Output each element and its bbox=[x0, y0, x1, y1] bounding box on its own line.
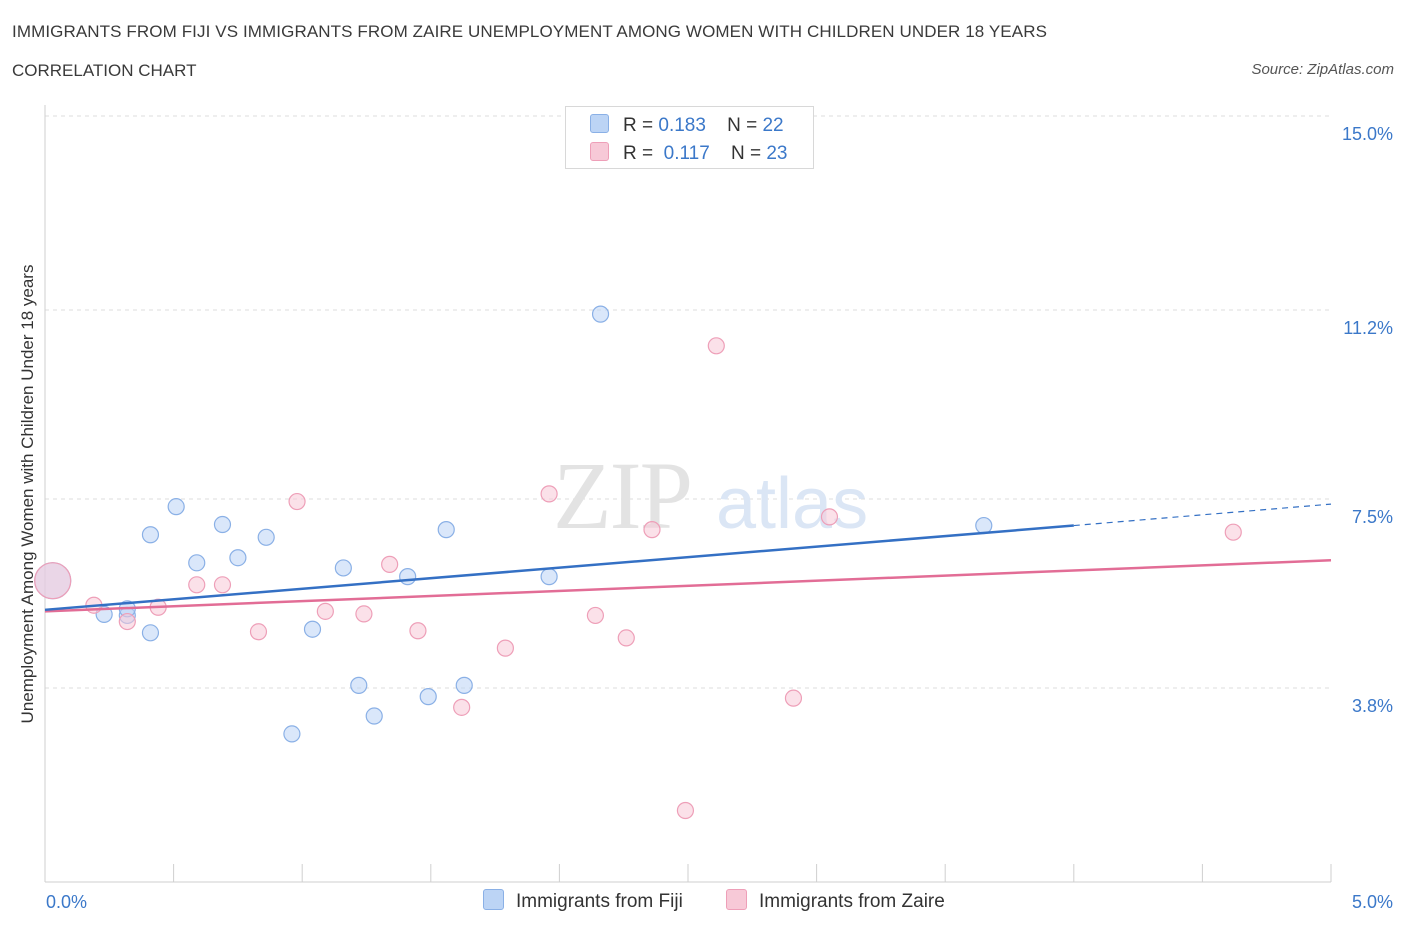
source-credit: Source: ZipAtlas.com bbox=[1251, 61, 1394, 78]
legend-r-value-zaire: 0.117 bbox=[663, 143, 710, 164]
bottom-legend-fiji: Immigrants from Fiji bbox=[483, 889, 683, 913]
legend-row-zaire: R = 0.117 N = 23 bbox=[590, 142, 787, 164]
fiji-point bbox=[591, 305, 610, 323]
legend-swatch-zaire bbox=[590, 142, 609, 161]
fiji-point bbox=[141, 526, 160, 544]
chart-title: IMMIGRANTS FROM FIJI VS IMMIGRANTS FROM … bbox=[12, 22, 1048, 41]
legend-swatch-fiji bbox=[590, 114, 609, 133]
zaire-point bbox=[188, 576, 206, 594]
fiji-point bbox=[540, 568, 558, 586]
watermark-atlas: atlas bbox=[716, 464, 868, 544]
fiji-point bbox=[334, 559, 352, 577]
fiji-point bbox=[455, 676, 473, 694]
x-ticks bbox=[173, 864, 1332, 882]
watermark: ZIP atlas bbox=[553, 442, 868, 549]
fiji-point bbox=[283, 725, 301, 743]
zaire-point bbox=[586, 606, 605, 625]
zaire-trend-line bbox=[44, 559, 1332, 613]
zaire-point bbox=[288, 492, 306, 511]
legend-r-label-fiji: R = bbox=[623, 115, 654, 136]
fiji-point bbox=[365, 707, 383, 725]
y-tick-label: 3.8% bbox=[1352, 696, 1393, 716]
fiji-point bbox=[213, 515, 232, 534]
fiji-point bbox=[141, 624, 160, 642]
fiji-point bbox=[437, 521, 455, 539]
zaire-point bbox=[381, 555, 399, 573]
y-tick-labels: 3.8% 7.5% 11.2% 15.0% bbox=[1342, 124, 1393, 716]
zaire-point bbox=[118, 612, 136, 631]
fiji-point bbox=[167, 498, 185, 516]
legend-r-value-fiji: 0.183 bbox=[658, 115, 706, 136]
legend-n-label-fiji: N = bbox=[727, 115, 758, 136]
fiji-point bbox=[229, 549, 247, 567]
zaire-point bbox=[617, 629, 635, 647]
zaire-point bbox=[496, 639, 514, 657]
zaire-point bbox=[643, 521, 661, 539]
zaire-point bbox=[34, 562, 72, 600]
legend-n-label-zaire: N = bbox=[730, 143, 762, 164]
zaire-point bbox=[453, 698, 471, 716]
chart-subtitle: CORRELATION CHART bbox=[12, 61, 197, 80]
zaire-point bbox=[1224, 523, 1242, 541]
stats-legend: R = 0.183 N = 22 R = 0.117 N = 23 bbox=[565, 106, 814, 169]
trend-lines bbox=[44, 503, 1332, 613]
fiji-trend-extension bbox=[1073, 503, 1332, 527]
fiji-trend-line bbox=[44, 524, 1074, 612]
bottom-legend-label-zaire: Immigrants from Zaire bbox=[759, 891, 945, 912]
zaire-point bbox=[784, 689, 803, 707]
legend-row-fiji: R = 0.183 N = 22 bbox=[590, 114, 784, 136]
fiji-point bbox=[350, 676, 368, 694]
y-tick-label: 7.5% bbox=[1352, 507, 1393, 527]
zaire-point bbox=[676, 801, 695, 820]
bottom-legend-swatch-zaire bbox=[726, 889, 747, 910]
zaire-point bbox=[820, 508, 839, 526]
y-tick-label: 15.0% bbox=[1342, 124, 1393, 144]
fiji-point bbox=[399, 568, 417, 586]
fiji-point bbox=[419, 688, 437, 706]
watermark-zip: ZIP bbox=[553, 442, 691, 549]
legend-n-value-fiji: 22 bbox=[762, 115, 784, 136]
legend-r-label-zaire: R = bbox=[623, 143, 654, 164]
zaire-point bbox=[707, 337, 725, 355]
fiji-point bbox=[303, 620, 322, 638]
fiji-point bbox=[975, 516, 993, 535]
y-tick-label: 11.2% bbox=[1343, 318, 1393, 338]
legend-n-value-zaire: 23 bbox=[766, 143, 788, 164]
fiji-point bbox=[188, 554, 206, 572]
fiji-point bbox=[257, 528, 275, 546]
bottom-legend-zaire: Immigrants from Zaire bbox=[726, 889, 945, 913]
zaire-points bbox=[34, 337, 1242, 820]
zaire-point bbox=[540, 485, 558, 503]
zaire-point bbox=[355, 605, 373, 623]
zaire-point bbox=[316, 602, 334, 620]
x-tick-label-min: 0.0% bbox=[46, 892, 87, 912]
zaire-point bbox=[409, 622, 427, 640]
zaire-point bbox=[249, 623, 268, 641]
bottom-legend-swatch-fiji bbox=[483, 889, 504, 910]
bottom-legend-label-fiji: Immigrants from Fiji bbox=[516, 891, 683, 912]
x-tick-label-max: 5.0% bbox=[1352, 892, 1393, 912]
zaire-point bbox=[213, 576, 232, 594]
grid-lines bbox=[45, 115, 1331, 689]
x-tick-labels: 0.0% 5.0% bbox=[46, 892, 1393, 912]
y-axis-label: Unemployment Among Women with Children U… bbox=[18, 264, 37, 724]
